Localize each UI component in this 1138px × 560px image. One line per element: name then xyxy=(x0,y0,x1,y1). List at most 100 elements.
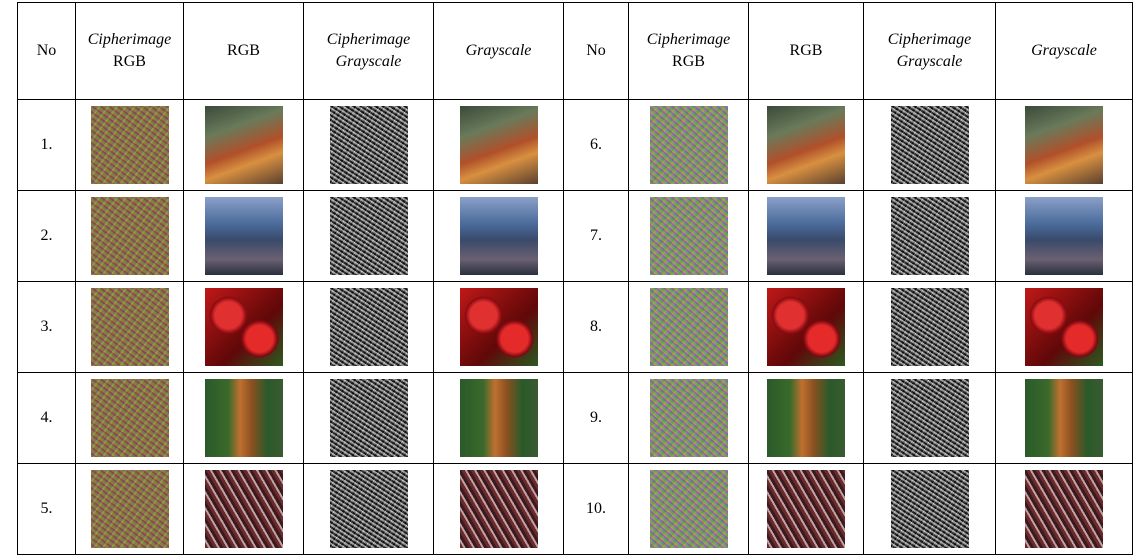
header-cell: Grayscale xyxy=(996,3,1133,100)
cell-text: 5. xyxy=(41,500,53,517)
image xyxy=(650,106,728,184)
header-cell: Cipherimage RGB xyxy=(629,3,749,100)
image-cell xyxy=(749,191,864,282)
image-cell xyxy=(304,100,434,191)
cell-text: 3. xyxy=(41,318,53,335)
cell-text: RGB xyxy=(227,42,260,59)
table-body: 1. 6. 2. 7. 3. 8. 4. 9. 5. 10. xyxy=(18,100,1133,555)
image-cell xyxy=(76,191,184,282)
image-cell xyxy=(629,282,749,373)
image-cell xyxy=(996,282,1133,373)
header-cell: RGB xyxy=(184,3,304,100)
image-cell xyxy=(76,464,184,555)
cell-text: 9. xyxy=(590,409,602,426)
cell-text: RGB xyxy=(672,53,705,70)
image xyxy=(891,470,969,548)
header-cell: Cipherimage RGB xyxy=(76,3,184,100)
image-cell xyxy=(864,282,996,373)
cell-text: No xyxy=(37,42,57,59)
table-row: 1. 6. xyxy=(18,100,1133,191)
image xyxy=(205,197,283,275)
table-row: 4. 9. xyxy=(18,373,1133,464)
image xyxy=(767,379,845,457)
image-cell xyxy=(749,464,864,555)
image xyxy=(1025,197,1103,275)
image xyxy=(91,288,169,366)
image-cell xyxy=(864,191,996,282)
cell-text: RGB xyxy=(790,42,823,59)
image xyxy=(767,288,845,366)
image-cell xyxy=(304,191,434,282)
cell-text: 6. xyxy=(590,136,602,153)
header-cell: Cipherimage Grayscale xyxy=(304,3,434,100)
cell-text: Grayscale xyxy=(466,42,532,59)
image-cell xyxy=(629,373,749,464)
image xyxy=(1025,379,1103,457)
image-cell xyxy=(996,464,1133,555)
image-cell xyxy=(749,282,864,373)
cell-text: 2. xyxy=(41,227,53,244)
cell-text: Cipherimage xyxy=(888,31,972,48)
header-cell: RGB xyxy=(749,3,864,100)
cell-text: Cipherimage xyxy=(88,31,172,48)
image xyxy=(460,379,538,457)
image xyxy=(891,379,969,457)
image xyxy=(330,106,408,184)
cell-text: 7. xyxy=(590,227,602,244)
image xyxy=(91,379,169,457)
image xyxy=(330,379,408,457)
image xyxy=(1025,288,1103,366)
image-cell xyxy=(184,464,304,555)
cell-text: Grayscale xyxy=(336,53,402,70)
cell-text: Cipherimage xyxy=(647,31,731,48)
image xyxy=(460,197,538,275)
cell-text: Grayscale xyxy=(897,53,963,70)
image xyxy=(91,106,169,184)
cell-text: Cipherimage xyxy=(327,31,411,48)
header-cell: No xyxy=(564,3,629,100)
header-cell: Grayscale xyxy=(434,3,564,100)
image xyxy=(330,288,408,366)
image-cell xyxy=(304,373,434,464)
image xyxy=(460,288,538,366)
row-number-cell: 3. xyxy=(18,282,76,373)
image xyxy=(205,106,283,184)
image-cell xyxy=(864,100,996,191)
cell-text: RGB xyxy=(113,53,146,70)
image xyxy=(650,379,728,457)
image xyxy=(330,197,408,275)
image-cell xyxy=(76,282,184,373)
image xyxy=(1025,470,1103,548)
image xyxy=(91,197,169,275)
image xyxy=(205,379,283,457)
image-cell xyxy=(996,100,1133,191)
row-number-cell: 1. xyxy=(18,100,76,191)
image-cell xyxy=(996,191,1133,282)
image-cell xyxy=(629,464,749,555)
table-row: 5. 10. xyxy=(18,464,1133,555)
image xyxy=(460,106,538,184)
image-cell xyxy=(304,282,434,373)
image xyxy=(767,106,845,184)
image-cell xyxy=(629,191,749,282)
row-number-cell: 4. xyxy=(18,373,76,464)
image-cell xyxy=(749,373,864,464)
image xyxy=(891,288,969,366)
image xyxy=(205,470,283,548)
row-number-cell: 7. xyxy=(564,191,629,282)
image-cell xyxy=(184,282,304,373)
row-number-cell: 6. xyxy=(564,100,629,191)
image xyxy=(891,197,969,275)
image xyxy=(650,197,728,275)
row-number-cell: 10. xyxy=(564,464,629,555)
cell-text: 8. xyxy=(590,318,602,335)
cell-text: Grayscale xyxy=(1031,42,1097,59)
image xyxy=(460,470,538,548)
image xyxy=(91,470,169,548)
image-cell xyxy=(749,100,864,191)
image xyxy=(767,470,845,548)
image-cell xyxy=(434,191,564,282)
image-cell xyxy=(996,373,1133,464)
image xyxy=(650,470,728,548)
